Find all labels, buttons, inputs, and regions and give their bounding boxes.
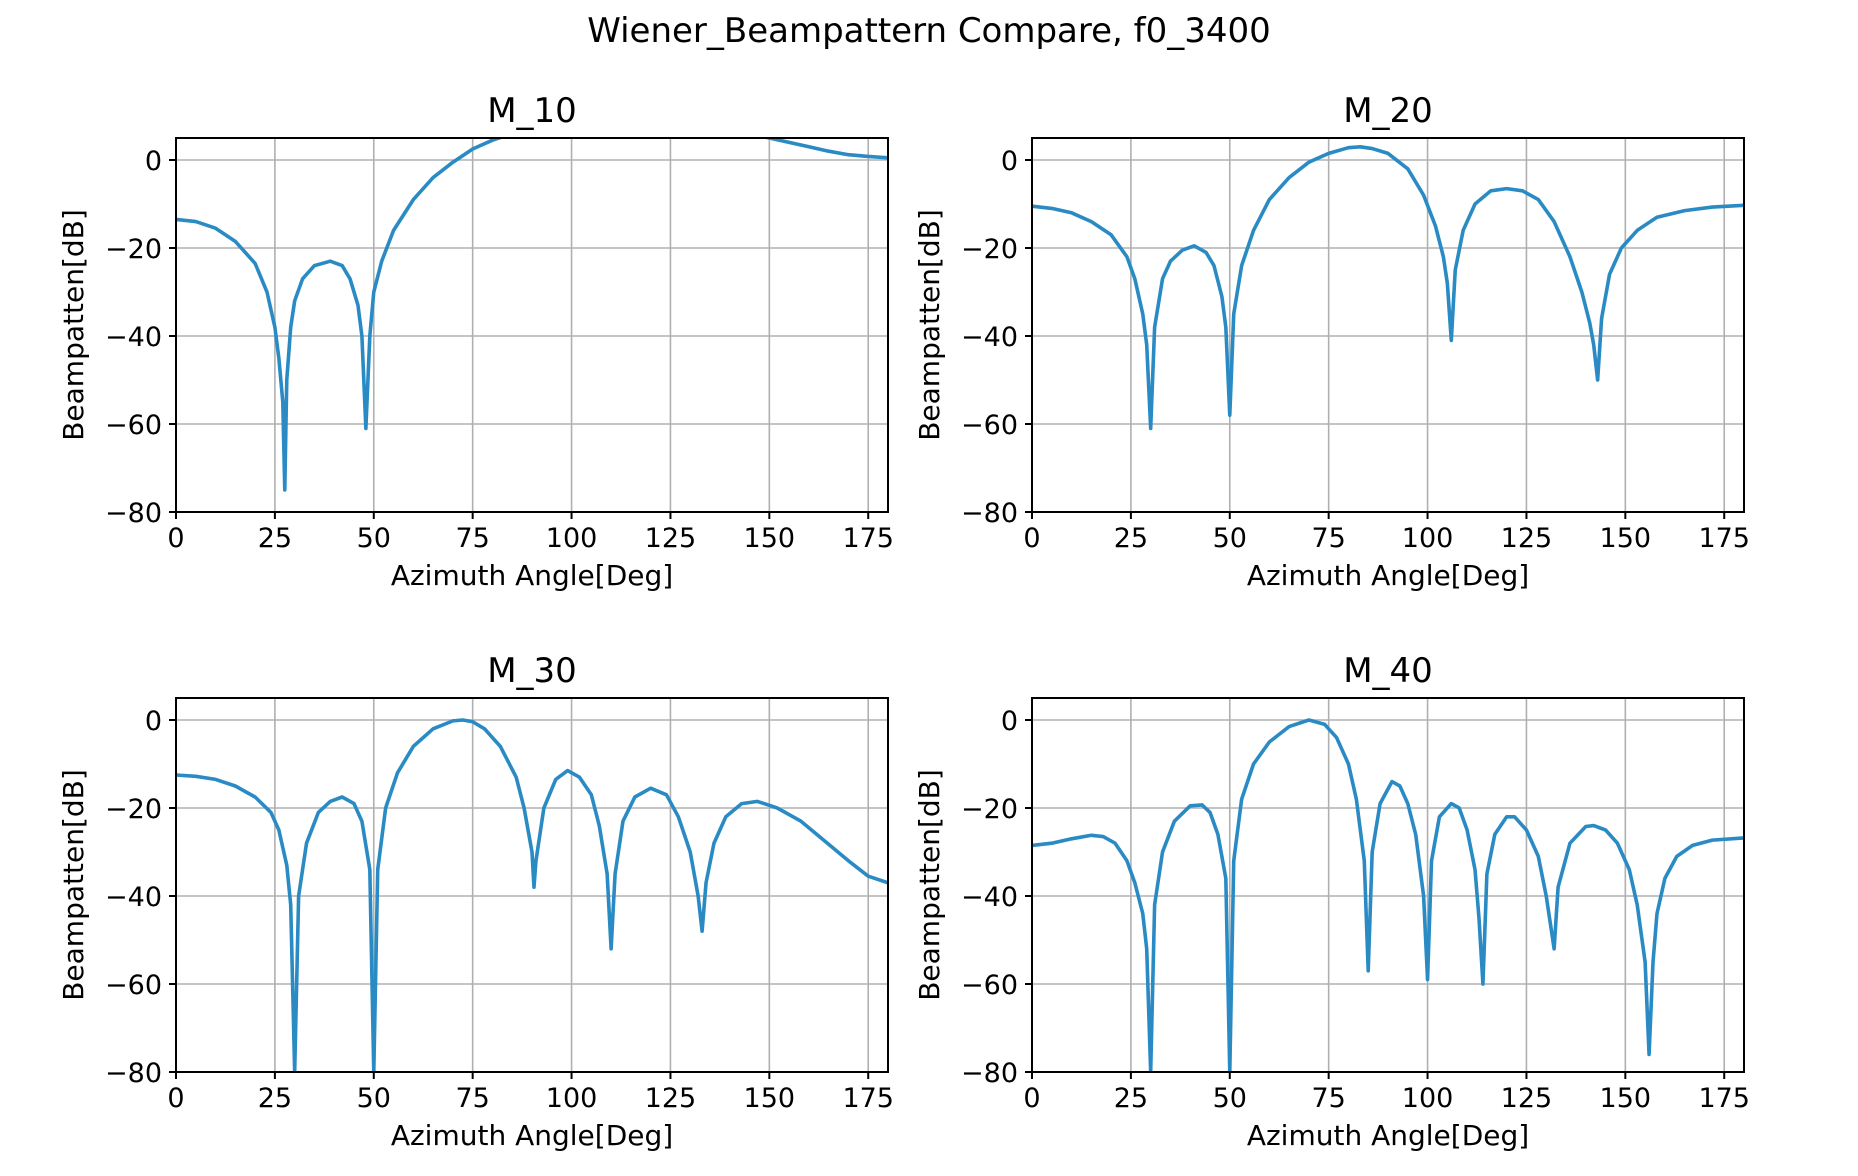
x-tick-label: 50 — [1213, 523, 1247, 554]
x-tick-label: 25 — [1114, 523, 1148, 554]
x-tick-label: 75 — [1311, 1083, 1345, 1114]
subplot-1: 0 25 50 75 100 125 150 175 −80 −60 −40 −20 0 M_10 Azim… — [57, 91, 894, 592]
subplot-title: M_30 — [487, 651, 577, 691]
subplot-3: 0 25 50 75 100 125 150 175 −80 −60 −40 −20 0 M_30 Azim… — [57, 651, 894, 1152]
y-tick-label: −80 — [105, 1058, 162, 1089]
y-tick-label: −60 — [105, 970, 162, 1001]
x-tick-label: 125 — [1501, 523, 1553, 554]
subplot-title: M_20 — [1343, 91, 1433, 131]
y-axis-label: Beampatten[dB] — [57, 209, 90, 441]
axes-frame — [1031, 697, 1745, 1073]
x-tick-label: 0 — [167, 1083, 184, 1114]
y-tick-label: 0 — [1001, 706, 1018, 737]
y-axis-label: Beampatten[dB] — [57, 769, 90, 1001]
x-tick-label: 0 — [1023, 523, 1040, 554]
x-tick-label: 25 — [258, 523, 292, 554]
x-tick-label: 150 — [744, 1083, 796, 1114]
x-axis-label: Azimuth Angle[Deg] — [391, 1119, 673, 1152]
series-line — [176, 138, 888, 492]
x-tick-label: 75 — [455, 1083, 489, 1114]
y-tick-label: −40 — [105, 882, 162, 913]
x-tick-label: 175 — [1698, 1083, 1750, 1114]
y-tick-label: −60 — [961, 970, 1018, 1001]
x-tick-label: 25 — [258, 1083, 292, 1114]
x-axis-label: Azimuth Angle[Deg] — [391, 559, 673, 592]
x-tick-label: 150 — [1600, 523, 1652, 554]
x-tick-label: 125 — [645, 523, 697, 554]
y-tick-label: −80 — [961, 498, 1018, 529]
y-axis-label: Beampatten[dB] — [913, 209, 946, 441]
subplot-grid: 0 25 50 75 100 125 150 175 −80 −60 −40 −20 0 M_10 Azim… — [57, 91, 1750, 1152]
x-tick-label: 150 — [1600, 1083, 1652, 1114]
x-tick-label: 125 — [1501, 1083, 1553, 1114]
x-tick-label: 50 — [1213, 1083, 1247, 1114]
x-tick-label: 0 — [167, 523, 184, 554]
y-tick-label: 0 — [1001, 146, 1018, 177]
x-tick-label: 75 — [1311, 523, 1345, 554]
x-axis-label: Azimuth Angle[Deg] — [1247, 1119, 1529, 1152]
x-tick-label: 25 — [1114, 1083, 1148, 1114]
y-tick-label: −80 — [961, 1058, 1018, 1089]
x-tick-label: 0 — [1023, 1083, 1040, 1114]
x-tick-label: 50 — [357, 523, 391, 554]
x-tick-label: 125 — [645, 1083, 697, 1114]
x-tick-label: 100 — [546, 523, 598, 554]
y-tick-label: 0 — [145, 706, 162, 737]
y-tick-label: −40 — [105, 322, 162, 353]
x-tick-label: 175 — [842, 1083, 894, 1114]
y-axis-label: Beampatten[dB] — [913, 769, 946, 1001]
axes-frame — [1031, 137, 1745, 513]
y-tick-label: −20 — [105, 794, 162, 825]
axes-frame — [175, 137, 889, 513]
x-tick-label: 175 — [1698, 523, 1750, 554]
y-tick-label: 0 — [145, 146, 162, 177]
series-line — [1032, 145, 1744, 431]
x-tick-label: 100 — [546, 1083, 598, 1114]
x-axis-label: Azimuth Angle[Deg] — [1247, 559, 1529, 592]
y-tick-label: −60 — [961, 410, 1018, 441]
subplot-2: 0 25 50 75 100 125 150 175 −80 −60 −40 −20 0 M_20 Azim… — [913, 91, 1750, 592]
x-tick-label: 175 — [842, 523, 894, 554]
subplot-title: M_10 — [487, 91, 577, 131]
x-tick-label: 75 — [455, 523, 489, 554]
x-tick-label: 150 — [744, 523, 796, 554]
x-tick-label: 100 — [1402, 523, 1454, 554]
y-tick-label: −20 — [961, 234, 1018, 265]
y-tick-label: −40 — [961, 322, 1018, 353]
y-tick-label: −40 — [961, 882, 1018, 913]
subplot-4: 0 25 50 75 100 125 150 175 −80 −60 −40 −20 0 M_40 Azim… — [913, 651, 1750, 1152]
y-tick-label: −20 — [105, 234, 162, 265]
x-tick-label: 100 — [1402, 1083, 1454, 1114]
x-tick-label: 50 — [357, 1083, 391, 1114]
y-tick-label: −80 — [105, 498, 162, 529]
figure-title: Wiener_Beampattern Compare, f0_3400 — [587, 11, 1271, 51]
subplot-title: M_40 — [1343, 651, 1433, 691]
y-tick-label: −60 — [105, 410, 162, 441]
y-tick-label: −20 — [961, 794, 1018, 825]
series-line — [176, 718, 888, 1072]
axes-frame — [175, 697, 889, 1073]
series-line — [1032, 718, 1744, 1072]
